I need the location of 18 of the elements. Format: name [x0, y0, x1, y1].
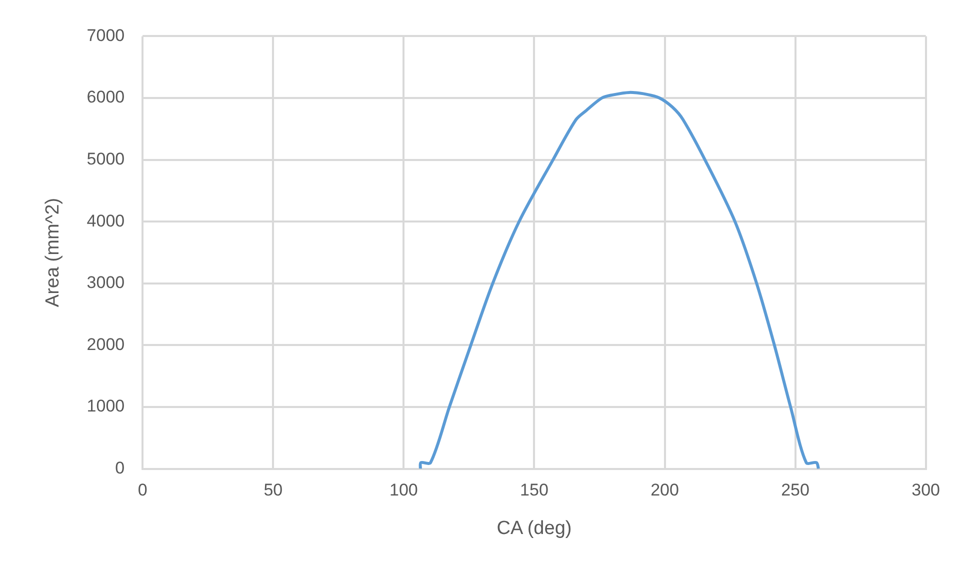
y-tick-label: 4000	[86, 211, 125, 230]
x-axis-title: CA (deg)	[496, 518, 572, 539]
y-tick-label: 1000	[86, 396, 125, 416]
x-tick-label: 200	[650, 480, 679, 500]
y-tick-label: 7000	[86, 26, 125, 45]
y-tick-label: 2000	[86, 334, 125, 354]
y-tick-label: 6000	[86, 88, 125, 107]
x-tick-label: 0	[138, 480, 148, 500]
x-tick-label: 300	[912, 480, 940, 500]
x-tick-label: 100	[389, 480, 418, 500]
x-tick-label: 50	[264, 480, 283, 500]
y-tick-label: 5000	[86, 149, 125, 168]
y-tick-label: 3000	[86, 273, 125, 292]
line-series	[418, 90, 820, 469]
y-tick-label: 0	[115, 458, 125, 478]
x-tick-label: 150	[520, 480, 548, 500]
x-tick-label: 250	[781, 480, 810, 500]
y-axis-title: Area (mm^2)	[42, 198, 64, 308]
